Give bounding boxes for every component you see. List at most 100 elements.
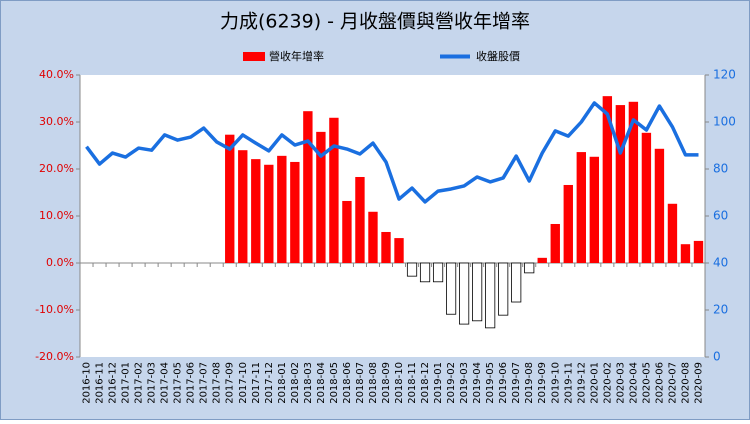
- x-tick-label: 2020-09: [693, 362, 704, 404]
- x-tick-label: 2018-01: [277, 362, 288, 404]
- x-tick-label: 2016-10: [82, 362, 93, 404]
- bar: [316, 131, 326, 263]
- bar: [524, 262, 535, 274]
- bar: [589, 156, 600, 263]
- x-tick-label: 2018-08: [368, 362, 379, 404]
- x-tick-label: 2018-12: [420, 362, 431, 404]
- plot-area: [80, 75, 705, 357]
- legend-label: 收盤股價: [476, 49, 520, 63]
- legend-label: 營收年增率: [269, 49, 324, 63]
- x-tick-label: 2020-01: [589, 362, 600, 404]
- bar: [459, 262, 470, 325]
- x-tick-label: 2017-11: [251, 362, 262, 404]
- bar: [355, 176, 365, 263]
- x-tick-label: 2017-04: [160, 362, 171, 404]
- bar: [342, 200, 352, 263]
- bar: [511, 262, 522, 303]
- x-tick-label: 2019-04: [472, 362, 483, 404]
- bar: [238, 150, 248, 263]
- bar: [641, 132, 652, 263]
- bar: [368, 211, 378, 263]
- bar: [628, 101, 639, 263]
- x-tick-label: 2020-02: [602, 362, 613, 404]
- bar: [290, 161, 300, 263]
- x-tick-label: 2016-11: [95, 362, 106, 404]
- x-tick-label: 2019-11: [563, 362, 574, 404]
- x-tick-label: 2019-09: [537, 362, 548, 404]
- x-tick-label: 2019-08: [524, 362, 535, 404]
- x-tick-label: 2019-06: [498, 362, 509, 404]
- bar: [498, 262, 509, 316]
- y2-tick-label: 120: [713, 68, 736, 82]
- x-tick-label: 2020-07: [667, 362, 678, 404]
- price-line: [85, 101, 699, 204]
- bar: [485, 262, 496, 329]
- bar: [329, 117, 339, 264]
- y2-tick-label: 20: [713, 303, 728, 317]
- bar: [394, 238, 404, 263]
- y2-tick-label: 40: [713, 256, 728, 270]
- x-tick-label: 2018-10: [394, 362, 405, 404]
- bar: [680, 244, 691, 263]
- chart-title: 力成(6239) - 月收盤價與營收年增率: [220, 11, 530, 33]
- x-tick-label: 2019-01: [433, 362, 444, 404]
- y-tick-label: 0.0%: [46, 256, 74, 269]
- x-tick-label: 2017-05: [173, 362, 184, 404]
- y-tick-label: 40.0%: [39, 68, 74, 81]
- x-tick-label: 2018-11: [407, 362, 418, 404]
- bar: [277, 155, 287, 263]
- bar: [576, 152, 586, 263]
- bar: [264, 164, 274, 263]
- x-tick-label: 2019-07: [511, 362, 522, 404]
- x-tick-label: 2017-10: [238, 362, 249, 404]
- bar: [537, 257, 547, 263]
- x-tick-label: 2020-03: [615, 362, 626, 404]
- bar: [381, 231, 391, 263]
- x-tick-label: 2016-12: [108, 362, 119, 404]
- x-tick-label: 2018-03: [303, 362, 314, 404]
- bar: [602, 96, 613, 264]
- y-tick-label: 20.0%: [39, 162, 74, 175]
- bar: [432, 262, 444, 283]
- y-tick-label: 10.0%: [39, 209, 74, 222]
- bar: [406, 262, 418, 277]
- x-tick-label: 2019-05: [485, 362, 496, 404]
- x-tick-label: 2020-08: [680, 362, 691, 404]
- bar: [693, 240, 704, 263]
- x-tick-label: 2017-07: [199, 362, 210, 404]
- x-tick-label: 2018-09: [381, 362, 392, 404]
- x-tick-label: 2018-07: [355, 362, 366, 404]
- bar: [225, 134, 235, 263]
- y2-tick-label: 60: [713, 209, 728, 223]
- y2-tick-label: 80: [713, 162, 728, 176]
- x-tick-label: 2017-09: [225, 362, 236, 404]
- bar: [563, 184, 573, 263]
- bar: [550, 223, 560, 263]
- x-tick-label: 2019-10: [550, 362, 561, 404]
- x-tick-label: 2017-01: [121, 362, 132, 404]
- x-tick-label: 2020-06: [654, 362, 665, 404]
- legend-swatch: [243, 52, 265, 61]
- bar: [667, 203, 678, 263]
- bar: [472, 262, 483, 322]
- x-tick-label: 2018-02: [290, 362, 301, 404]
- x-tick-label: 2017-08: [212, 362, 223, 404]
- x-tick-label: 2019-03: [459, 362, 470, 404]
- y2-tick-label: 0: [713, 350, 721, 364]
- x-tick-label: 2019-12: [576, 362, 587, 404]
- y-tick-label: -20.0%: [35, 350, 74, 363]
- x-tick-label: 2018-04: [316, 362, 327, 404]
- y2-tick-label: 100: [713, 115, 736, 129]
- x-tick-label: 2018-05: [329, 362, 340, 404]
- x-tick-label: 2017-03: [147, 362, 158, 404]
- x-tick-label: 2018-06: [342, 362, 353, 404]
- x-tick-label: 2017-02: [134, 362, 145, 404]
- bar: [654, 148, 665, 263]
- x-tick-label: 2017-06: [186, 362, 197, 404]
- bar: [446, 262, 457, 315]
- bar: [419, 262, 431, 283]
- x-tick-label: 2020-05: [641, 362, 652, 404]
- bar: [251, 159, 261, 263]
- y-tick-label: -10.0%: [35, 303, 74, 316]
